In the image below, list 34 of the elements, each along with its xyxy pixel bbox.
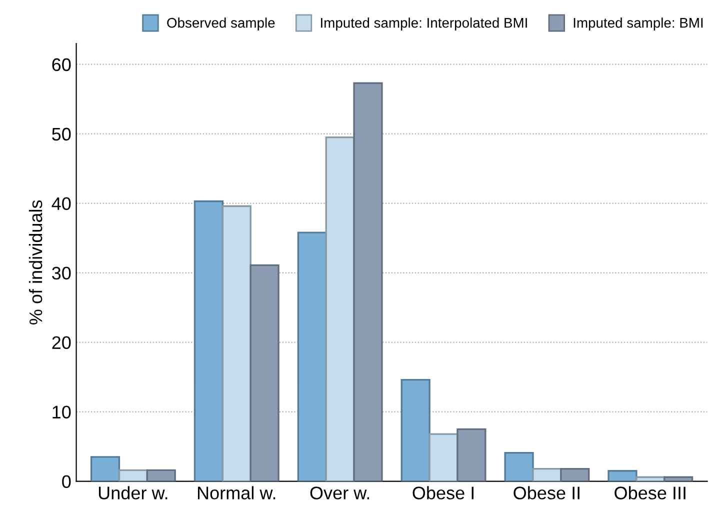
bar — [560, 468, 590, 482]
bar — [325, 136, 355, 482]
x-tick-label: Under w. — [98, 486, 168, 500]
y-tick-label: 30 — [52, 266, 71, 280]
bar — [297, 232, 327, 482]
bar — [400, 378, 430, 482]
x-tick-label: Obese II — [514, 486, 580, 500]
bar — [222, 205, 252, 482]
bar — [118, 469, 148, 482]
bar — [250, 264, 280, 482]
bar — [456, 428, 486, 482]
bar — [608, 470, 638, 482]
y-tick-label: 60 — [52, 58, 71, 72]
x-tick-label: Normal w. — [198, 486, 276, 500]
y-tick-label: 20 — [52, 336, 71, 350]
y-tick-label: 40 — [52, 197, 71, 210]
bar — [504, 452, 534, 482]
legend-label: Imputed sample: BMI — [574, 18, 703, 30]
y-axis-title: % of individuals — [28, 200, 42, 324]
bar — [353, 82, 383, 482]
bar — [532, 468, 562, 482]
bar — [194, 200, 224, 482]
x-tick-label: Over w. — [310, 486, 370, 500]
bar — [428, 433, 458, 482]
legend-label: Observed sample — [167, 18, 275, 30]
bar — [664, 476, 694, 482]
y-tick-label: 50 — [52, 128, 71, 141]
x-tick-label: Obese III — [614, 486, 686, 500]
x-tick-label: Obese I — [412, 486, 474, 500]
y-tick-label: 0 — [62, 475, 71, 488]
bar — [146, 469, 176, 482]
bar — [90, 456, 120, 482]
legend-label: Imputed sample: Interpolated BMI — [321, 18, 527, 30]
y-tick-label: 10 — [52, 406, 71, 419]
